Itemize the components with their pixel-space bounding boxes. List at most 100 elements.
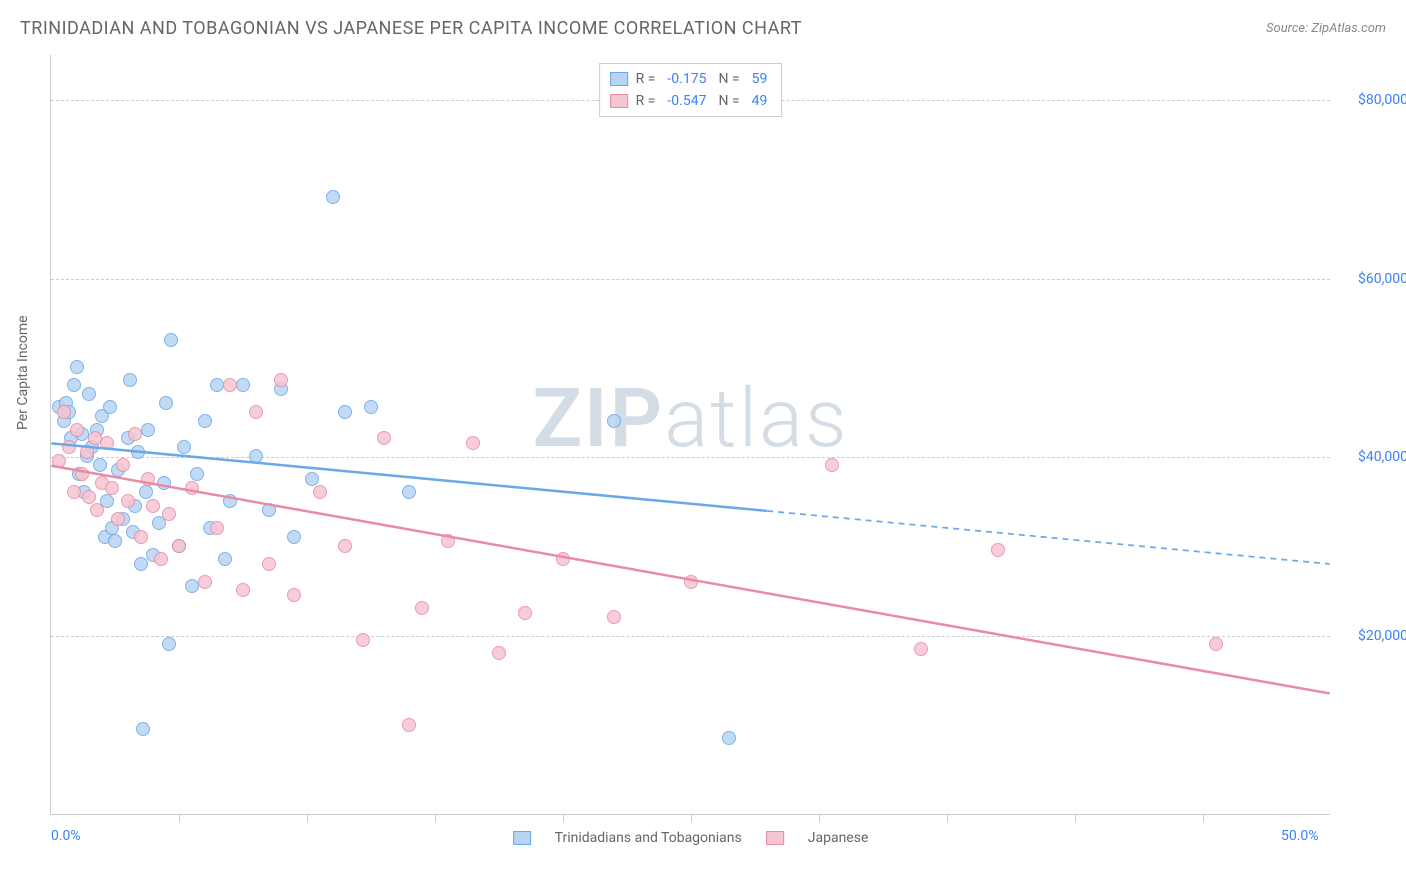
data-point xyxy=(218,552,232,566)
gridline-h xyxy=(51,636,1330,637)
x-tick-minor xyxy=(1203,814,1204,822)
gridline-h xyxy=(51,279,1330,280)
data-point xyxy=(52,454,66,468)
legend-row-series1: R = -0.175 N = 59 xyxy=(610,68,772,90)
data-point xyxy=(162,507,176,521)
data-point xyxy=(607,414,621,428)
data-point xyxy=(136,722,150,736)
data-point xyxy=(223,378,237,392)
data-point xyxy=(402,485,416,499)
legend-row-series2: R = -0.547 N = 49 xyxy=(610,90,772,112)
data-point xyxy=(313,485,327,499)
data-point xyxy=(274,373,288,387)
swatch-series2 xyxy=(610,94,628,108)
data-point xyxy=(722,731,736,745)
x-tick-minor xyxy=(179,814,180,822)
data-point xyxy=(825,458,839,472)
data-point xyxy=(518,606,532,620)
data-point xyxy=(93,458,107,472)
data-point xyxy=(262,503,276,517)
x-tick-minor xyxy=(819,814,820,822)
x-tick-minor xyxy=(307,814,308,822)
data-point xyxy=(162,637,176,651)
data-point xyxy=(338,539,352,553)
y-tick-label: $40,000 xyxy=(1358,449,1406,465)
data-point xyxy=(134,557,148,571)
data-point xyxy=(377,431,391,445)
data-point xyxy=(185,481,199,495)
data-point xyxy=(236,378,250,392)
legend-label-1: Trinidadians and Tobagonians xyxy=(555,830,742,846)
data-point xyxy=(62,440,76,454)
data-point xyxy=(82,490,96,504)
data-point xyxy=(123,373,137,387)
data-point xyxy=(82,387,96,401)
data-point xyxy=(364,400,378,414)
chart-title: TRINIDADIAN AND TOBAGONIAN VS JAPANESE P… xyxy=(20,18,802,39)
data-point xyxy=(991,543,1005,557)
data-point xyxy=(190,467,204,481)
data-point xyxy=(67,485,81,499)
data-point xyxy=(326,190,340,204)
data-point xyxy=(141,472,155,486)
data-point xyxy=(305,472,319,486)
data-point xyxy=(57,405,71,419)
data-point xyxy=(338,405,352,419)
data-point xyxy=(1209,637,1223,651)
data-point xyxy=(67,378,81,392)
data-point xyxy=(249,405,263,419)
watermark-text: ZIPatlas xyxy=(532,371,848,467)
x-tick-minor xyxy=(1075,814,1076,822)
data-point xyxy=(914,642,928,656)
data-point xyxy=(223,494,237,508)
data-point xyxy=(70,423,84,437)
y-tick-label: $60,000 xyxy=(1358,271,1406,287)
data-point xyxy=(146,499,160,513)
swatch-series1 xyxy=(610,72,628,86)
x-tick-label: 50.0% xyxy=(1281,828,1319,844)
data-point xyxy=(70,360,84,374)
data-point xyxy=(131,445,145,459)
series-legend: Trinidadians and Tobagonians Japanese xyxy=(513,830,869,846)
data-point xyxy=(441,534,455,548)
data-point xyxy=(249,449,263,463)
x-tick-minor xyxy=(947,814,948,822)
x-tick-minor xyxy=(563,814,564,822)
data-point xyxy=(157,476,171,490)
data-point xyxy=(287,588,301,602)
data-point xyxy=(492,646,506,660)
data-point xyxy=(100,436,114,450)
source-attribution: Source: ZipAtlas.com xyxy=(1266,21,1386,36)
data-point xyxy=(80,445,94,459)
data-point xyxy=(75,467,89,481)
data-point xyxy=(159,396,173,410)
data-point xyxy=(141,423,155,437)
data-point xyxy=(105,481,119,495)
data-point xyxy=(121,494,135,508)
data-point xyxy=(103,400,117,414)
data-point xyxy=(210,521,224,535)
legend-label-2: Japanese xyxy=(808,830,869,846)
data-point xyxy=(128,427,142,441)
data-point xyxy=(139,485,153,499)
y-tick-label: $80,000 xyxy=(1358,92,1406,108)
data-point xyxy=(287,530,301,544)
data-point xyxy=(111,512,125,526)
correlation-legend: R = -0.175 N = 59 R = -0.547 N = 49 xyxy=(599,63,783,117)
data-point xyxy=(116,458,130,472)
data-point xyxy=(556,552,570,566)
data-point xyxy=(172,539,186,553)
x-tick-minor xyxy=(691,814,692,822)
swatch-bottom-1 xyxy=(513,831,531,845)
gridline-h xyxy=(51,457,1330,458)
y-tick-label: $20,000 xyxy=(1358,628,1406,644)
swatch-bottom-2 xyxy=(766,831,784,845)
data-point xyxy=(402,718,416,732)
data-point xyxy=(356,633,370,647)
data-point xyxy=(198,575,212,589)
data-point xyxy=(164,333,178,347)
data-point xyxy=(154,552,168,566)
data-point xyxy=(236,583,250,597)
x-tick-label: 0.0% xyxy=(51,828,81,844)
trend-lines xyxy=(51,55,1330,814)
